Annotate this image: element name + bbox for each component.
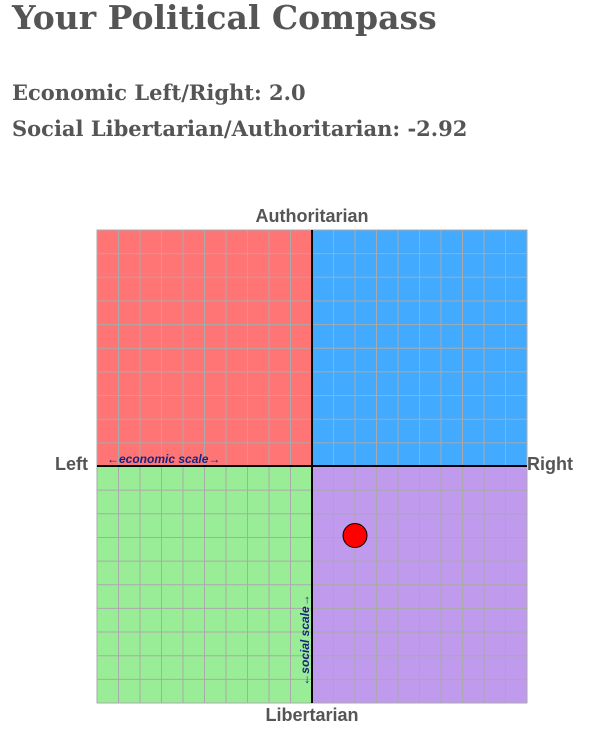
social-score-label: Social Libertarian/Authoritarian: xyxy=(12,116,401,141)
data-points xyxy=(342,523,368,549)
label-left: Left xyxy=(55,454,88,474)
compass-position-marker xyxy=(342,523,368,549)
label-libertarian: Libertarian xyxy=(265,705,358,725)
label-right: Right xyxy=(527,454,573,474)
social-score-value: -2.92 xyxy=(407,116,468,141)
economic-score-label: Economic Left/Right: xyxy=(12,80,262,105)
social-scale-label: ←social scale→ xyxy=(298,594,312,685)
label-authoritarian: Authoritarian xyxy=(255,206,368,226)
page-title: Your Political Compass xyxy=(12,0,437,37)
social-score: Social Libertarian/Authoritarian: -2.92 xyxy=(12,116,467,141)
economic-scale-label: ←economic scale→ xyxy=(107,452,220,466)
economic-score: Economic Left/Right: 2.0 xyxy=(12,80,306,105)
economic-score-value: 2.0 xyxy=(269,80,306,105)
